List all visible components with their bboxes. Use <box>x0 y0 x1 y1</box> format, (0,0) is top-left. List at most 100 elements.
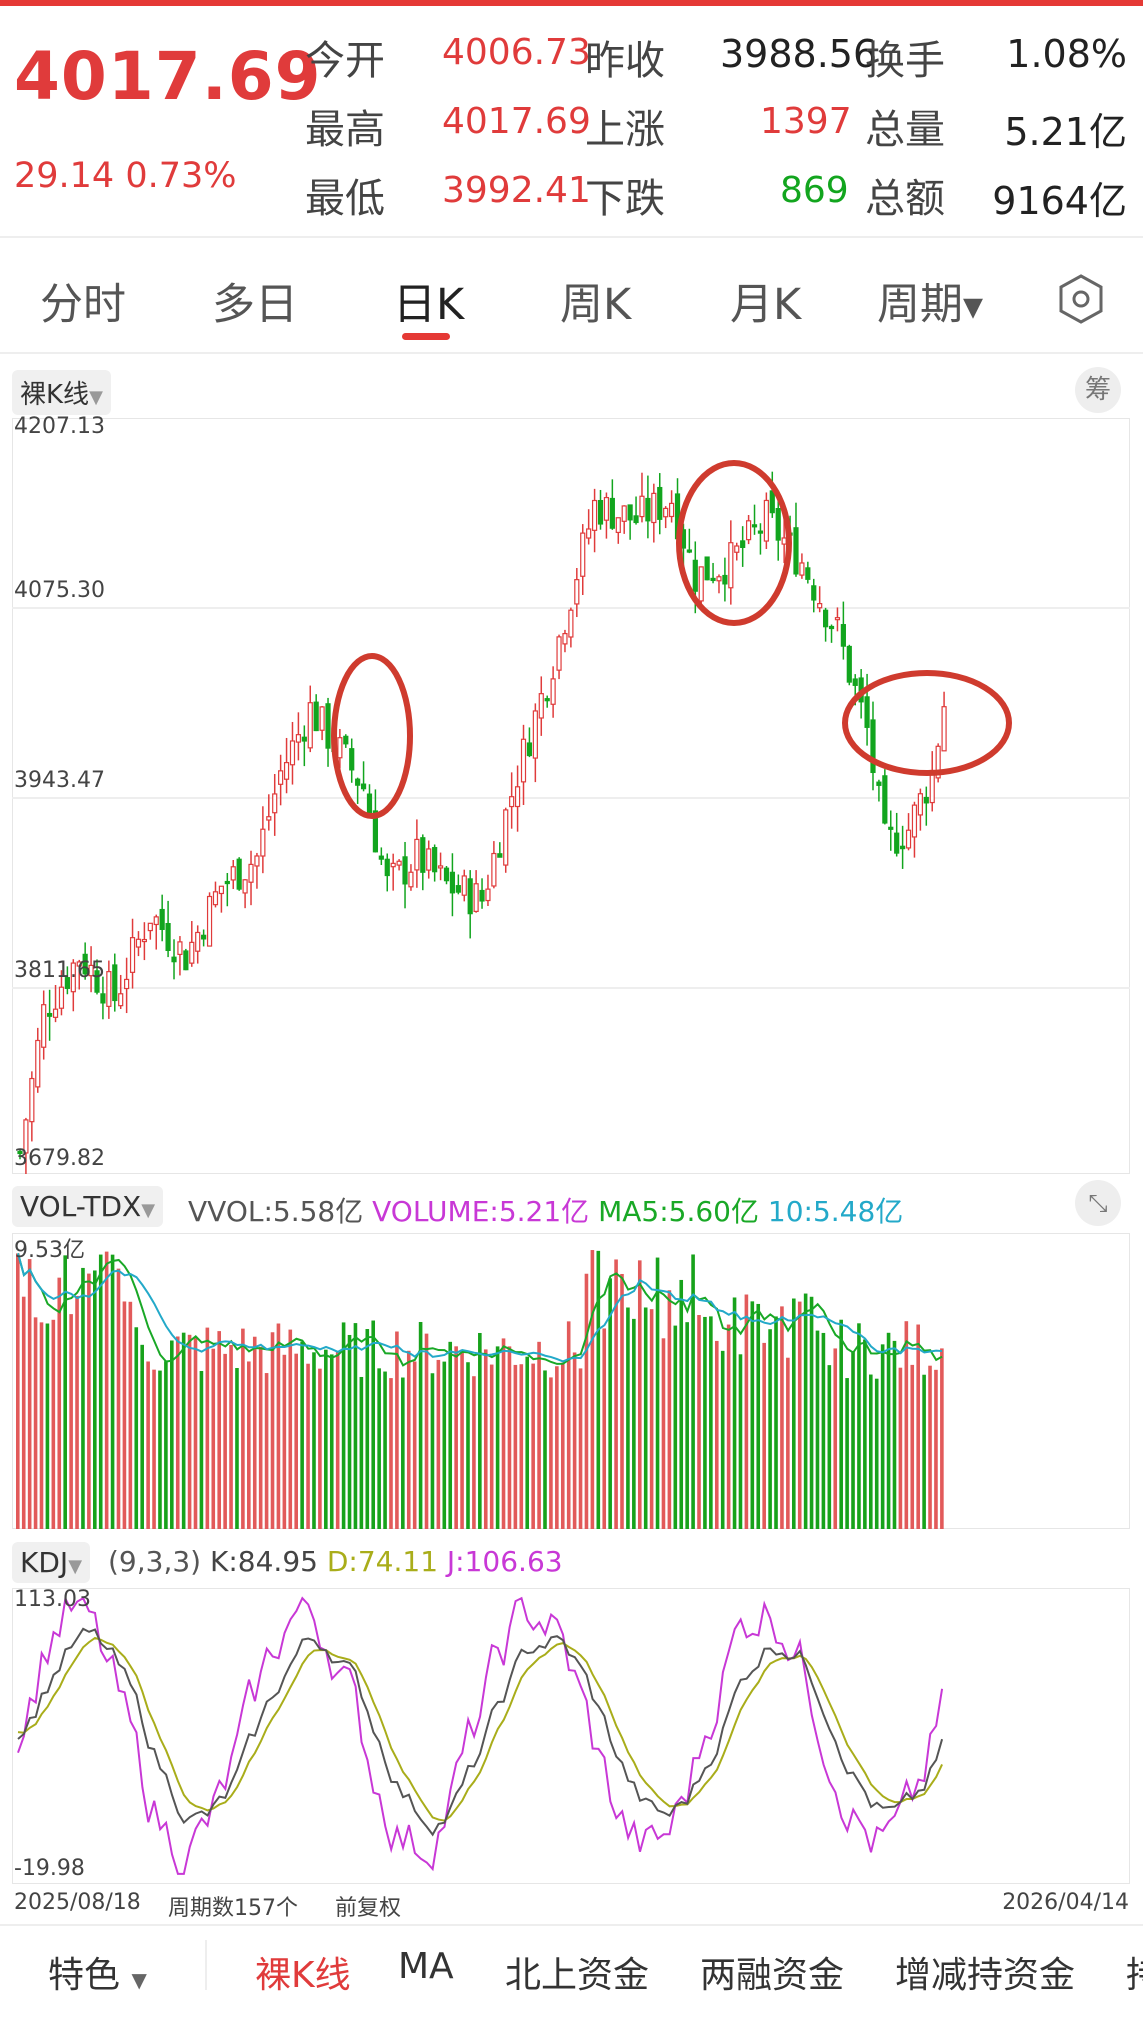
candle-body <box>278 770 284 785</box>
volume-bar <box>768 1329 772 1529</box>
candle-body <box>325 703 331 749</box>
volume-bar <box>637 1260 642 1529</box>
volume-bar <box>744 1294 749 1529</box>
volume-chart[interactable] <box>12 1233 1130 1529</box>
settings-hexagon-icon[interactable] <box>1055 273 1107 325</box>
candle-body <box>497 853 503 858</box>
volume-bar <box>104 1251 109 1529</box>
candle-body <box>509 796 515 808</box>
bottom-tab-northbound[interactable]: 北上资金 <box>505 1955 650 1996</box>
volume-bar <box>288 1329 293 1529</box>
volume-bar <box>940 1348 944 1529</box>
chip-distribution-button[interactable]: 筹 <box>1075 367 1121 413</box>
candle-body <box>520 738 527 783</box>
candle-body <box>355 778 361 786</box>
y-tick-label: 3943.47 <box>14 768 105 793</box>
candle-body <box>556 636 562 671</box>
tab-multiday[interactable]: 多日 <box>212 280 298 330</box>
total-amount-value: 9164亿 <box>992 179 1127 223</box>
candle-body <box>757 530 764 534</box>
bottom-tab-margin[interactable]: 两融资金 <box>700 1955 845 1996</box>
candle-body <box>378 855 384 860</box>
volume-bar <box>655 1257 660 1529</box>
candle-body <box>532 710 538 759</box>
volume-bar <box>531 1363 535 1529</box>
candle-body <box>82 953 88 975</box>
candle-body <box>307 702 313 749</box>
volume-bar <box>39 1322 44 1529</box>
volume-bar <box>703 1316 707 1529</box>
candle-body <box>254 855 260 867</box>
bottom-tab-ma[interactable]: MA <box>398 1946 454 1987</box>
volume-bar <box>93 1270 97 1529</box>
volume-bar <box>158 1370 162 1529</box>
volume-bar <box>21 1296 26 1529</box>
decliners-label: 下跌 <box>585 176 665 222</box>
expand-icon[interactable]: ⤡ <box>1075 1180 1121 1226</box>
candle-body <box>189 941 195 964</box>
tab-intraday[interactable]: 分时 <box>40 280 126 330</box>
kdj-chart[interactable] <box>12 1588 1130 1884</box>
volume-bar <box>667 1290 672 1529</box>
kdj-indicator-selector[interactable]: KDJ▼ <box>12 1542 91 1583</box>
candle-body <box>76 961 82 967</box>
volume-bar <box>412 1361 417 1529</box>
candle-body <box>118 993 124 1007</box>
kline-mode-selector[interactable]: 裸K线▼ <box>12 370 111 415</box>
candle-body <box>272 793 278 814</box>
candle-body <box>609 497 615 529</box>
volume-bar <box>57 1277 62 1529</box>
kdj-legend: (9,3,3) K:84.95 D:74.11 J:106.63 <box>108 1545 563 1578</box>
candle-body <box>846 645 852 683</box>
candle-body <box>319 706 325 731</box>
volume-bar <box>223 1353 227 1529</box>
divider <box>205 1940 207 1990</box>
volume-value: VOLUME:5.21亿 <box>372 1195 590 1228</box>
volume-bar <box>199 1370 204 1529</box>
candle-body <box>230 866 236 881</box>
divider <box>0 236 1143 238</box>
change-value: 29.14 <box>14 156 115 196</box>
bottom-tab-naked-k[interactable]: 裸K线 <box>255 1955 351 1996</box>
kline-mode-label: 裸K线 <box>20 380 90 410</box>
volume-bar <box>513 1364 518 1529</box>
candle-body <box>834 617 841 621</box>
volume-bar <box>868 1374 873 1529</box>
volume-bar <box>620 1273 624 1529</box>
kdj-j-line <box>17 1595 944 1875</box>
bottom-tab-more[interactable]: 持 <box>1126 1946 1143 1998</box>
volume-bar <box>495 1346 500 1529</box>
volume-bar <box>353 1323 358 1529</box>
tab-period[interactable]: 周期▼ <box>877 270 983 332</box>
volume-bar <box>395 1331 399 1529</box>
tab-monthly-k[interactable]: 月K <box>730 280 802 330</box>
volume-bar <box>673 1325 678 1529</box>
bottom-tab-holdings-change[interactable]: 增减持资金 <box>895 1955 1076 1996</box>
tab-weekly-k[interactable]: 周K <box>560 280 632 330</box>
tab-daily-k[interactable]: 日K <box>393 280 465 330</box>
candle-body <box>432 847 438 873</box>
candle-body <box>745 520 752 541</box>
y-tick-label: 3679.82 <box>14 1146 105 1171</box>
candle-body <box>870 719 876 774</box>
candle-body <box>147 922 153 932</box>
kdj-k-value: K:84.95 <box>210 1545 318 1578</box>
total-volume-value: 5.21亿 <box>1004 110 1127 154</box>
candle-body <box>218 885 225 895</box>
volume-bar <box>774 1316 778 1529</box>
candlestick-chart[interactable] <box>12 418 1130 1174</box>
open-label: 今开 <box>305 38 385 84</box>
candle-body <box>817 603 823 609</box>
candle-body <box>17 1150 23 1155</box>
volume-bar <box>738 1354 743 1529</box>
volume-bar <box>175 1336 180 1529</box>
candle-body <box>23 1119 29 1154</box>
open-value: 4006.73 <box>442 32 591 73</box>
candle-body <box>698 566 704 602</box>
volume-indicator-selector[interactable]: VOL-TDX▼ <box>12 1186 164 1227</box>
candle-body <box>100 993 106 1004</box>
volume-bar <box>324 1349 328 1529</box>
volume-bar <box>845 1378 849 1529</box>
bottom-tab-featured[interactable]: 特色 ▼ <box>48 1946 147 1998</box>
change-percent: 0.73% <box>125 156 237 196</box>
